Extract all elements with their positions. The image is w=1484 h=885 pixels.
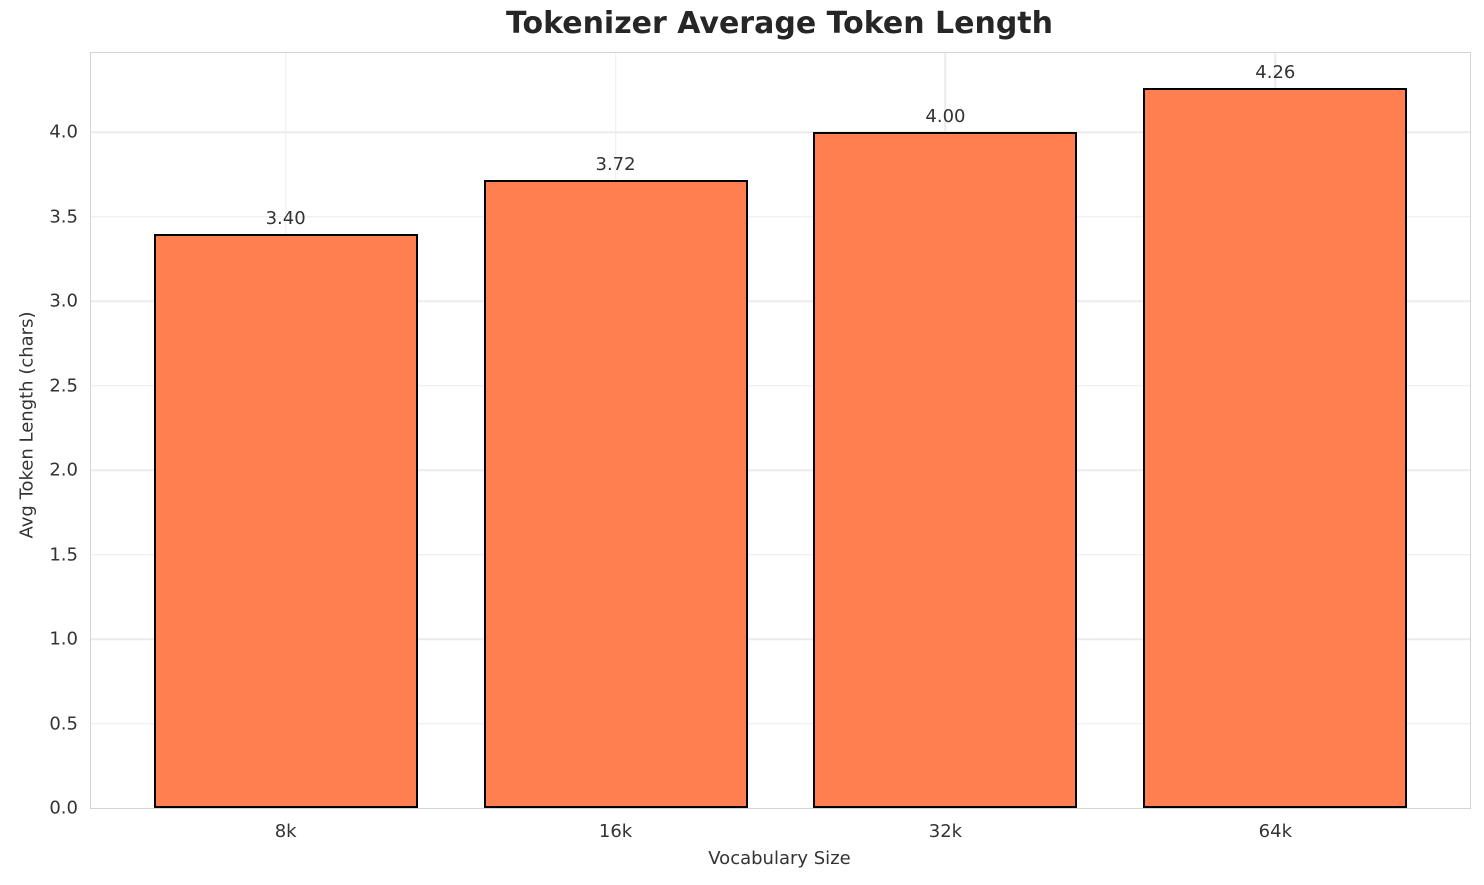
y-gridline [91,384,1470,387]
y-tick-label: 1.5 [49,544,78,566]
bar-32k [813,132,1078,808]
y-gridline [91,553,1470,556]
bar-value-label: 3.72 [595,153,636,175]
bar-value-label: 3.40 [265,207,306,229]
y-tick-label: 0.5 [49,713,78,735]
y-tick-label: 2.5 [49,375,78,397]
y-tick-label: 4.0 [49,121,78,143]
y-tick-label: 3.5 [49,206,78,228]
y-gridline [91,300,1470,303]
plot-area: 0.0 0.5 1.0 1.5 2.0 2.5 3.0 3.5 4.0 3.40 8k 3.72 16k… [49,52,1471,842]
bar-8k [153,233,418,808]
y-axis-label: Avg Token Length (chars) [16,311,38,539]
chart-title: Tokenizer Average Token Length [505,6,1053,41]
y-gridline [91,722,1470,725]
x-tick-label: 64k [1258,821,1293,842]
y-tick-label: 1.0 [49,628,78,650]
bar-value-label: 4.00 [925,106,966,128]
bar-64k [1143,88,1408,808]
y-tick-label: 3.0 [49,290,78,312]
x-tick-label: 8k [274,821,297,842]
y-gridline [91,216,1470,218]
y-gridline [91,131,1470,134]
y-tick-label: 2.0 [49,459,78,481]
bar-16k [483,179,748,808]
y-gridline [91,638,1470,640]
x-tick-label: 16k [598,821,633,842]
y-gridline [91,469,1470,471]
x-tick-label: 32k [928,821,963,842]
y-tick-label: 0.0 [49,797,78,819]
bar-value-label: 4.26 [1255,62,1296,84]
x-axis-label: Vocabulary Size [708,848,851,869]
